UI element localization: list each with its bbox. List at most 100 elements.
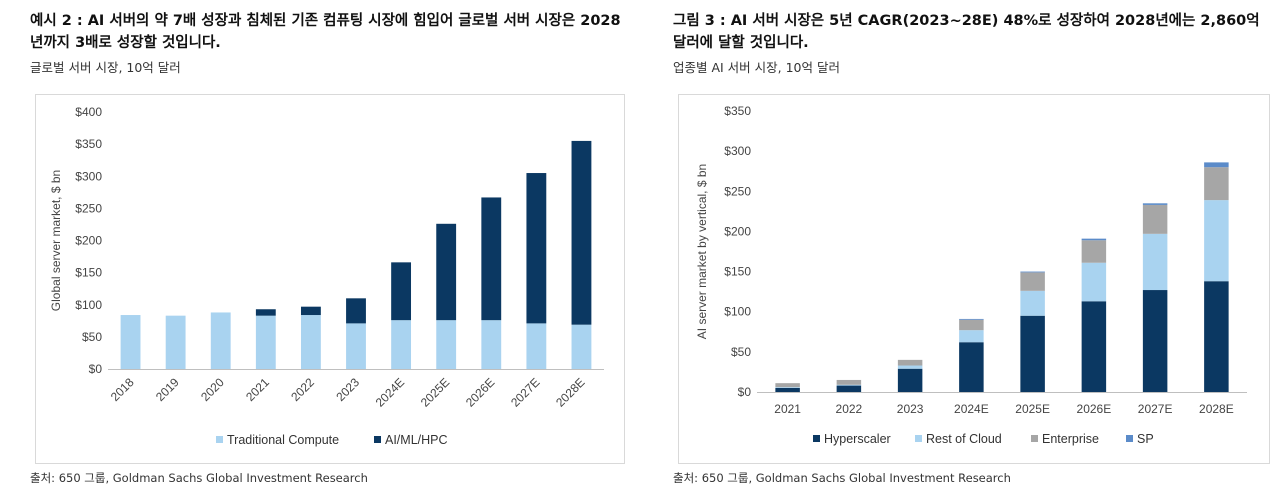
right-chart-legend-label: Enterprise [1042,432,1099,446]
right-chart-bar-enterprise [1204,167,1229,201]
left-chart-xtick-label: 2019 [153,375,182,404]
right-chart-bar-rest-of-cloud [775,387,800,388]
right-chart-bar-hyperscaler [1020,315,1045,392]
right-chart-bar-enterprise [959,319,984,331]
left-chart-bar-traditional-compute [526,323,547,369]
left-chart-bar-traditional-compute [300,315,321,369]
right-chart-bar-rest-of-cloud [959,330,984,343]
right-chart-bar-hyperscaler [836,385,862,392]
right-chart-legend-swatch [1031,435,1038,442]
global-server-market-chart: $0 $50 $100 $150 $200 $250 $300 $350 $400 Global … [49,105,604,447]
left-chart-xtick-label: 2027E [508,375,542,409]
right-chart-ytick-label: $50 [731,345,751,359]
left-chart-bar-traditional-compute [571,324,592,369]
right-chart-bar-sp [1020,271,1045,273]
left-chart-bar-ai-ml-hpc [436,223,457,321]
right-chart-ytick-label: $150 [724,265,751,279]
left-chart-bar-traditional-compute [346,323,366,369]
left-chart-ytick-label: $400 [75,105,102,119]
right-chart-ytick-label: $0 [738,385,752,399]
left-chart-xtick-label: 2023 [333,375,362,404]
left-chart-bar-traditional-compute [481,320,502,369]
right-chart-bar-rest-of-cloud [1142,233,1168,291]
right-chart-bar-enterprise [836,379,862,385]
left-chart-ytick-label: $150 [75,266,102,280]
left-chart-heading: 예시 2 : AI 서버의 약 7배 성장과 침체된 기존 컴퓨팅 시장에 힘입… [30,13,621,51]
left-chart-ytick-label: $250 [75,201,102,215]
left-chart-bar-traditional-compute [210,312,231,369]
left-chart-xtick-label: 2020 [198,375,227,404]
right-chart-legend-label: Hyperscaler [824,432,891,446]
left-chart-bar-ai-ml-hpc [481,197,502,321]
left-chart-bar-ai-ml-hpc [300,306,321,316]
right-chart-heading: 그림 3 : AI 서버 시장은 5년 CAGR(2023~28E) 48%로 … [673,13,1260,51]
right-chart-xtick-label: 2027E [1138,402,1173,416]
right-chart-bar-rest-of-cloud [836,384,862,386]
right-chart-bar-rest-of-cloud [1020,290,1045,316]
right-chart-y-axis-title: AI server market by vertical, $ bn [695,164,709,339]
right-chart-ytick-label: $300 [724,144,751,158]
right-chart-xtick-label: 2026E [1077,402,1112,416]
right-chart-bar-hyperscaler [959,342,984,392]
left-chart-bar-traditional-compute [391,320,412,369]
left-chart-ytick-label: $200 [75,234,102,248]
left-chart-xtick-label: 2026E [463,375,497,409]
left-panel: 예시 2 : AI 서버의 약 7배 성장과 침체된 기존 컴퓨팅 시장에 힘입… [30,0,630,485]
right-chart-bar-sp [959,318,984,320]
left-chart-bar-traditional-compute [436,320,457,369]
left-chart-bar-ai-ml-hpc [346,298,366,324]
right-chart-ytick-label: $100 [724,305,751,319]
right-chart-subtitle: 업종별 AI 서버 시장, 10억 달러 [673,60,840,75]
ai-server-market-chart: $0 $50 $100 $150 $200 $250 $300 $350 AI server m… [695,104,1247,446]
left-chart-ytick-label: $0 [89,362,103,376]
left-chart-xtick-label: 2021 [243,375,272,404]
left-chart-bar-ai-ml-hpc [571,140,592,325]
left-chart-xtick-label: 2028E [553,375,587,409]
left-chart-legend-label: AI/ML/HPC [385,433,448,447]
right-chart-legend-swatch [915,435,922,442]
right-chart-source: 출처: 650 그룹, Goldman Sachs Global Investm… [673,471,1011,485]
right-chart-bar-rest-of-cloud [897,365,923,369]
left-chart-xtick-label: 2025E [418,375,452,409]
right-chart-bar-rest-of-cloud [1081,262,1107,302]
right-chart-legend-swatch [813,435,820,442]
right-chart-bar-sp [1081,238,1107,241]
right-chart-bar-enterprise [1142,204,1168,234]
right-chart-legend-label: Rest of Cloud [926,432,1002,446]
left-chart-xtick-label: 2018 [108,375,137,404]
right-chart-bar-hyperscaler [1142,290,1168,392]
left-chart-legend-label: Traditional Compute [227,433,339,447]
right-chart-ytick-label: $350 [724,104,751,118]
left-chart-bar-ai-ml-hpc [255,309,276,316]
left-chart-xtick-label: 2024E [373,375,407,409]
right-chart-frame: $0 $50 $100 $150 $200 $250 $300 $350 AI server m… [678,94,1270,464]
right-chart-bar-enterprise [775,383,800,388]
right-chart-ytick-label: $250 [724,184,751,198]
right-chart-xtick-label: 2021 [774,402,801,416]
left-chart-frame: $0 $50 $100 $150 $200 $250 $300 $350 $400 Global … [35,94,625,464]
left-chart-ytick-label: $50 [82,330,102,344]
left-chart-bar-traditional-compute [120,315,141,369]
right-chart-xtick-label: 2024E [954,402,989,416]
right-chart-bar-enterprise [897,359,923,366]
right-chart-bar-hyperscaler [1081,301,1107,392]
right-chart-legend-label: SP [1137,432,1154,446]
right-chart-bar-hyperscaler [897,368,923,392]
right-chart-xtick-label: 2023 [897,402,924,416]
right-chart-xtick-label: 2028E [1199,402,1234,416]
left-chart-ytick-label: $350 [75,137,102,151]
right-chart-bar-hyperscaler [1204,281,1229,392]
left-chart-legend-swatch [374,436,381,443]
left-chart-xtick-label: 2022 [288,375,317,404]
right-chart-bar-enterprise [1081,240,1107,263]
right-chart-xtick-label: 2025E [1015,402,1050,416]
left-chart-source: 출처: 650 그룹, Goldman Sachs Global Investm… [30,471,368,485]
right-chart-bar-sp [1204,162,1229,168]
left-chart-y-axis-title: Global server market, $ bn [49,170,63,311]
right-chart-ytick-label: $200 [724,224,751,238]
left-chart-legend-swatch [216,436,223,443]
right-chart-bar-hyperscaler [775,387,800,392]
left-chart-bar-traditional-compute [165,315,186,369]
right-chart-bar-enterprise [1020,272,1045,291]
right-chart-legend-swatch [1126,435,1133,442]
